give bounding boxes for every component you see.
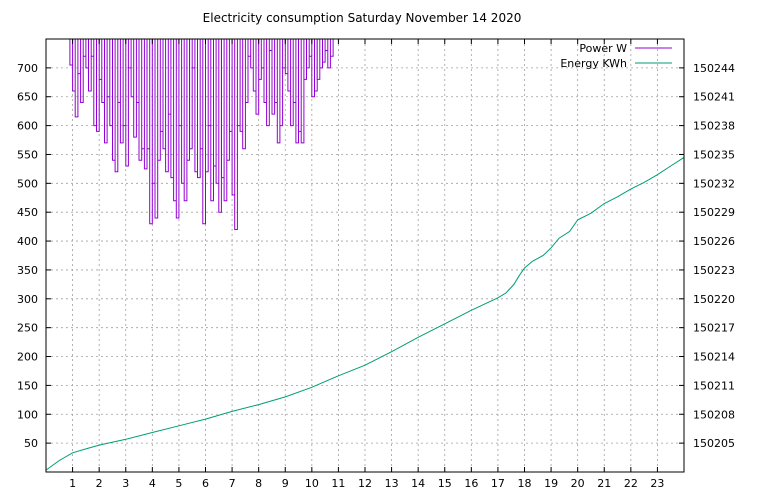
x-tick-label: 1 xyxy=(69,477,76,490)
y-left-tick-label: 150 xyxy=(17,379,38,392)
y-right-tick-label: 150244 xyxy=(693,62,735,75)
x-tick-label: 5 xyxy=(175,477,182,490)
y-left-tick-label: 650 xyxy=(17,91,38,104)
x-tick-label: 15 xyxy=(438,477,452,490)
x-tick-label: 18 xyxy=(518,477,532,490)
y-left-tick-label: 50 xyxy=(24,437,38,450)
x-tick-label: 6 xyxy=(202,477,209,490)
x-tick-label: 20 xyxy=(571,477,585,490)
y-left-tick-label: 400 xyxy=(17,235,38,248)
y-right-tick-label: 150214 xyxy=(693,351,735,364)
y-left-tick-label: 550 xyxy=(17,148,38,161)
chart-title: Electricity consumption Saturday Novembe… xyxy=(203,11,522,25)
y-left-tick-label: 350 xyxy=(17,264,38,277)
y-right-tick-label: 150220 xyxy=(693,293,735,306)
y-right-tick-label: 150211 xyxy=(693,379,735,392)
x-tick-label: 23 xyxy=(650,477,664,490)
x-tick-label: 4 xyxy=(149,477,156,490)
x-tick-label: 21 xyxy=(597,477,611,490)
legend: Power W Energy KWh xyxy=(560,42,672,70)
x-tick-label: 2 xyxy=(96,477,103,490)
y-right-tick-label: 150232 xyxy=(693,177,735,190)
x-tick-label: 14 xyxy=(411,477,425,490)
x-tick-label: 16 xyxy=(464,477,478,490)
x-tick-label: 12 xyxy=(358,477,372,490)
y-left-tick-label: 200 xyxy=(17,351,38,364)
x-tick-label: 10 xyxy=(305,477,319,490)
energy-line xyxy=(45,156,685,471)
y-right-tick-label: 150208 xyxy=(693,408,735,421)
y-right-tick-label: 150241 xyxy=(693,91,735,104)
x-tick-label: 7 xyxy=(229,477,236,490)
y-left-tick-label: 450 xyxy=(17,206,38,219)
y-left-tick-label: 500 xyxy=(17,177,38,190)
ticks: 1 2 3 4 5 6 7 8 9 10 11 12 13 14 15 16 17 18 19 20 21 22 23501… xyxy=(17,39,735,490)
x-tick-label: 22 xyxy=(624,477,638,490)
series-power xyxy=(69,39,334,230)
x-tick-label: 3 xyxy=(122,477,129,490)
x-tick-label: 9 xyxy=(282,477,289,490)
x-tick-label: 19 xyxy=(544,477,558,490)
legend-label-energy: Energy KWh xyxy=(560,57,627,70)
y-left-tick-label: 700 xyxy=(17,62,38,75)
y-left-tick-label: 600 xyxy=(17,120,38,133)
y-right-tick-label: 150226 xyxy=(693,235,735,248)
y-right-tick-label: 150229 xyxy=(693,206,735,219)
y-right-tick-label: 150217 xyxy=(693,322,735,335)
x-tick-label: 17 xyxy=(491,477,505,490)
y-right-tick-label: 150223 xyxy=(693,264,735,277)
x-tick-label: 11 xyxy=(331,477,345,490)
x-tick-label: 13 xyxy=(385,477,399,490)
y-left-tick-label: 100 xyxy=(17,408,38,421)
legend-label-power: Power W xyxy=(579,42,627,55)
y-right-tick-label: 150235 xyxy=(693,148,735,161)
y-right-tick-label: 150205 xyxy=(693,437,735,450)
y-right-tick-label: 150238 xyxy=(693,120,735,133)
y-left-tick-label: 300 xyxy=(17,293,38,306)
x-tick-label: 8 xyxy=(255,477,262,490)
y-left-tick-label: 250 xyxy=(17,322,38,335)
series-energy xyxy=(45,156,685,471)
